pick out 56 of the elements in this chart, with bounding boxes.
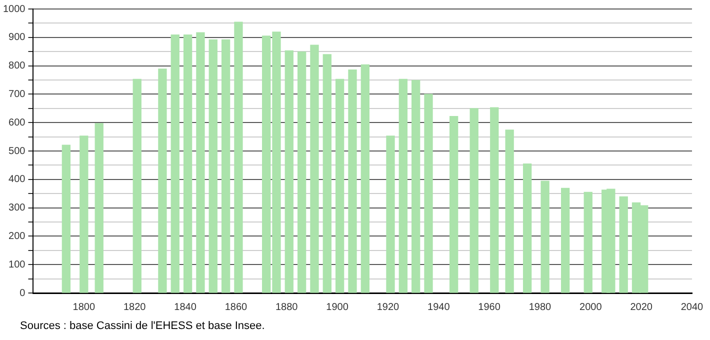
y-tick-label: 200: [8, 230, 26, 242]
bar: [522, 163, 532, 293]
y-tick-label: 1000: [2, 4, 26, 15]
bar: [94, 123, 104, 293]
bar: [310, 44, 319, 293]
bar: [297, 52, 306, 293]
bar: [386, 136, 395, 293]
source-note: Sources : base Cassini de l'EHESS et base Insee.: [20, 320, 265, 332]
x-tick-label: 1960: [478, 302, 501, 313]
bar: [398, 78, 408, 293]
bar: [62, 144, 71, 293]
x-tick-label: 2020: [630, 302, 653, 313]
y-tick-label: 100: [8, 259, 26, 270]
bar: [540, 180, 550, 293]
bar: [80, 136, 88, 293]
bar: [619, 196, 628, 293]
bar: [196, 32, 205, 293]
bar: [584, 192, 592, 293]
x-tick-label: 1900: [326, 302, 349, 313]
bar: [490, 107, 499, 293]
y-tick-label: 0: [20, 288, 26, 299]
x-tick-label: 1880: [275, 302, 298, 313]
x-tick-label: 1840: [174, 302, 197, 313]
x-tick-label: 2040: [680, 302, 704, 313]
bar: [424, 94, 433, 293]
y-tick-label: 900: [8, 32, 26, 44]
bar: [132, 78, 142, 293]
y-tick-label: 700: [8, 88, 26, 100]
bar: [322, 54, 332, 293]
y-tick-label: 500: [8, 146, 26, 157]
bar: [158, 68, 167, 293]
bar: [360, 64, 370, 293]
bar: [208, 39, 218, 293]
y-tick-label: 600: [8, 117, 26, 128]
bar: [348, 69, 357, 293]
x-tick-label: 1860: [224, 302, 248, 313]
y-tick-label: 800: [8, 60, 26, 72]
bar: [284, 50, 294, 293]
y-tick-label: 300: [8, 202, 26, 214]
bar: [221, 39, 230, 293]
x-tick-label: 1800: [72, 302, 96, 313]
bar: [470, 108, 478, 293]
y-tick-label: 400: [8, 174, 26, 186]
bar: [183, 34, 192, 293]
bar: [505, 130, 514, 293]
bar: [234, 22, 243, 293]
x-tick-label: 1820: [123, 302, 146, 313]
x-tick-label: 1940: [428, 302, 450, 313]
bar: [560, 188, 570, 293]
bar: [450, 116, 458, 293]
bar: [335, 78, 344, 293]
x-tick-label: 2000: [580, 302, 602, 313]
x-tick-label: 1980: [528, 302, 552, 313]
bar: [412, 80, 420, 293]
x-tick-label: 1920: [376, 302, 400, 313]
bar: [170, 34, 180, 293]
